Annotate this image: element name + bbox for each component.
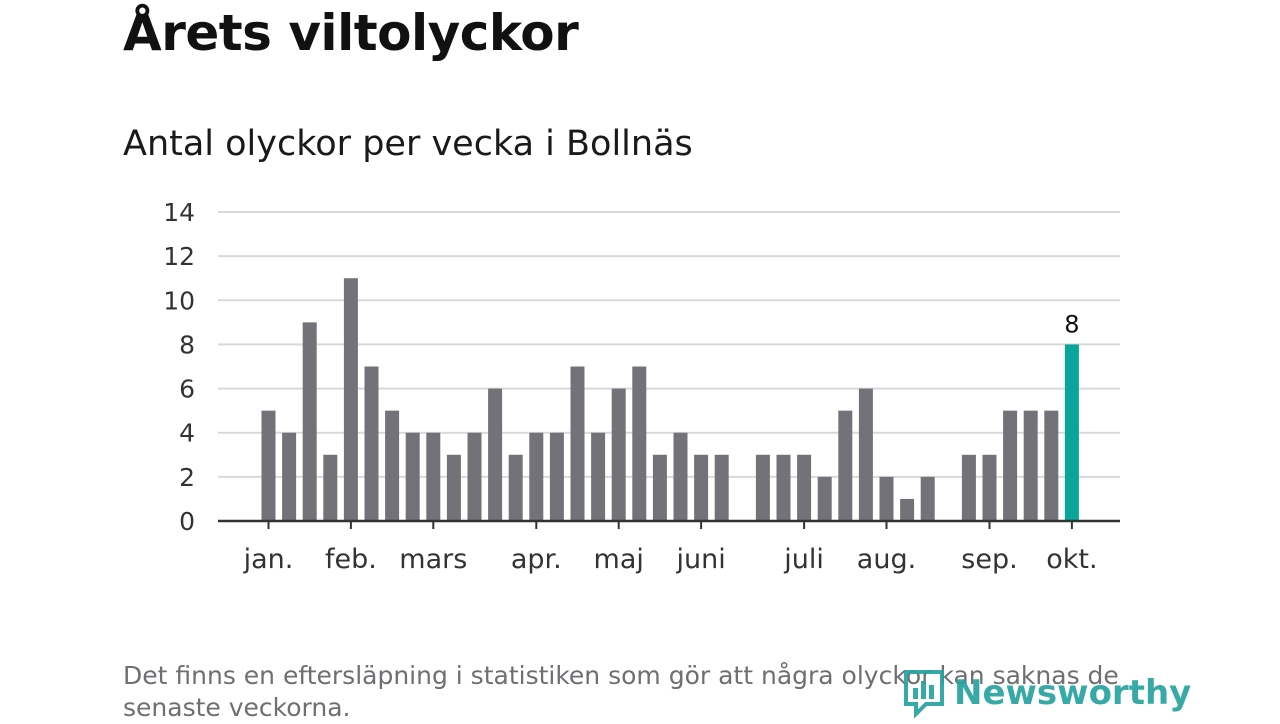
y-tick-label: 8 (179, 330, 195, 359)
bar (879, 476, 894, 521)
y-tick-label: 6 (179, 375, 195, 404)
bar (920, 476, 935, 521)
x-tick-label: feb. (325, 544, 377, 575)
x-tick-label: jan. (243, 544, 294, 575)
bar (694, 454, 709, 521)
bar (591, 432, 606, 521)
y-tick-label: 4 (179, 419, 195, 448)
bar (261, 410, 276, 521)
x-tick-label: okt. (1046, 544, 1097, 575)
bar (755, 454, 770, 521)
y-tick-label: 14 (163, 198, 195, 227)
chart-subtitle: Antal olyckor per vecka i Bollnäs (123, 124, 693, 164)
y-tick-label: 12 (163, 242, 195, 271)
x-tick-label: mars (399, 544, 467, 575)
bar (900, 498, 915, 521)
bar (405, 432, 420, 521)
bar (776, 454, 791, 521)
bar (1003, 410, 1018, 521)
data-label: 8 (1064, 310, 1079, 338)
bar (817, 476, 832, 521)
bar-chart-speech-bubble-icon (904, 670, 944, 718)
bar (282, 432, 297, 521)
y-tick-label: 0 (179, 507, 195, 536)
bar (1044, 410, 1059, 521)
bar (508, 454, 523, 521)
bar (343, 278, 358, 521)
bar (1023, 410, 1038, 521)
bar (549, 432, 564, 521)
bar (385, 410, 400, 521)
logo-text: Newsworthy (954, 673, 1192, 713)
bar (982, 454, 997, 521)
bar (714, 454, 729, 521)
chart-title: Årets viltolyckor (123, 4, 579, 62)
footnote: Det finns en eftersläpning i statistiken… (123, 661, 1119, 722)
x-tick-label: aug. (857, 544, 916, 575)
bar (302, 322, 317, 521)
bar (838, 410, 853, 521)
x-tick-label: apr. (511, 544, 562, 575)
bar (446, 454, 461, 521)
newsworthy-logo: Newsworthy (902, 668, 1191, 718)
x-tick-label: sep. (961, 544, 1017, 575)
y-tick-label: 2 (179, 463, 195, 492)
bar (467, 432, 482, 521)
bar (570, 366, 585, 521)
bar (323, 454, 338, 521)
y-tick-label: 10 (163, 286, 195, 315)
bar (858, 388, 873, 521)
bar (426, 432, 441, 521)
x-tick-label: juli (783, 544, 824, 575)
bar (611, 388, 626, 521)
bar-highlight (1064, 344, 1079, 521)
bar (797, 454, 812, 521)
bar (364, 366, 379, 521)
bar (488, 388, 503, 521)
x-tick-label: maj (594, 544, 644, 575)
x-tick-label: juni (675, 544, 725, 575)
bar-chart: 0 2 4 6 8 10 12 14 8 jan. feb. mars apr. maj juni juli a… (163, 198, 1120, 575)
bar (961, 454, 976, 521)
bar (632, 366, 647, 521)
bar (529, 432, 544, 521)
bar (652, 454, 667, 521)
bar (673, 432, 688, 521)
